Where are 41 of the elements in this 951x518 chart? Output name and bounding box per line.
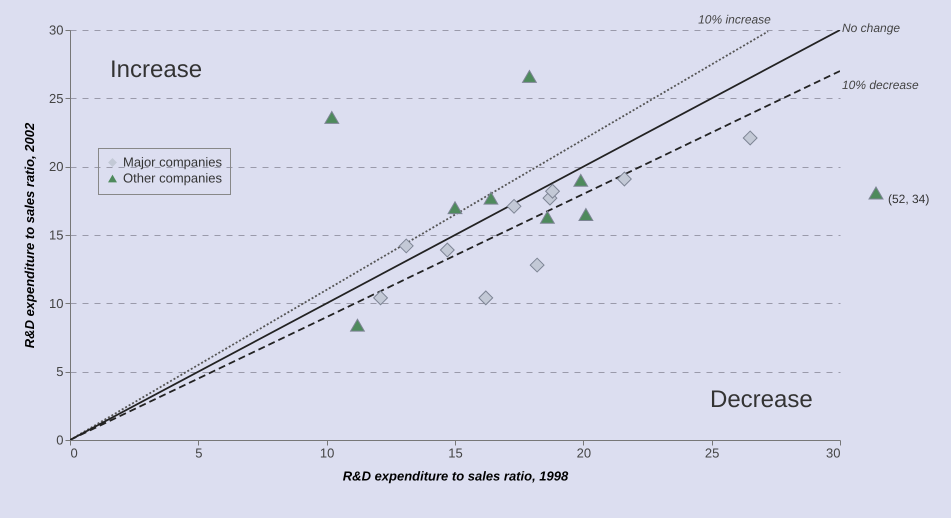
series-label: No change bbox=[842, 21, 900, 35]
point bbox=[742, 130, 758, 146]
point bbox=[573, 174, 588, 187]
x-tick-label: 20 bbox=[576, 446, 592, 460]
x-tick-label: 30 bbox=[826, 446, 840, 460]
x-tick-label: 15 bbox=[448, 446, 463, 460]
point bbox=[617, 172, 632, 186]
point bbox=[484, 192, 498, 205]
y-axis-title: R&D expenditure to sales ratio, 2002 bbox=[22, 122, 38, 348]
point bbox=[522, 70, 537, 83]
legend-label: Other companies bbox=[123, 170, 222, 186]
point bbox=[373, 290, 388, 306]
point bbox=[350, 318, 365, 332]
legend-label: Major companies bbox=[123, 154, 222, 170]
x-tick-label: 25 bbox=[704, 446, 720, 460]
series-label: 10% decrease bbox=[842, 78, 920, 92]
point bbox=[530, 258, 545, 272]
x-axis-title: R&D expenditure to sales ratio, 1998 bbox=[342, 468, 569, 484]
x-tick-label: 10 bbox=[320, 446, 334, 460]
x-tick-label: 0 bbox=[70, 446, 78, 460]
y-tick-label: 20 bbox=[49, 159, 64, 174]
point bbox=[440, 242, 455, 258]
point bbox=[540, 210, 555, 224]
y-tick-label: 15 bbox=[49, 228, 64, 242]
y-tick-label: 0 bbox=[56, 432, 64, 448]
point bbox=[578, 208, 594, 221]
point bbox=[398, 238, 414, 254]
point bbox=[448, 201, 462, 214]
y-tick-label: 30 bbox=[49, 22, 64, 38]
annotation: Increase bbox=[110, 56, 202, 83]
text: (52, 34) bbox=[888, 192, 930, 206]
y-tick-label: 10 bbox=[49, 296, 64, 311]
y-tick-label: 25 bbox=[49, 90, 64, 106]
x-tick-label: 5 bbox=[195, 446, 202, 460]
y-tick-label: 5 bbox=[56, 364, 64, 380]
point bbox=[478, 290, 494, 306]
annotation: Decrease bbox=[710, 386, 813, 413]
series-label: 10% increase bbox=[698, 12, 772, 26]
point bbox=[324, 111, 340, 124]
point bbox=[545, 184, 560, 199]
point bbox=[506, 198, 522, 214]
